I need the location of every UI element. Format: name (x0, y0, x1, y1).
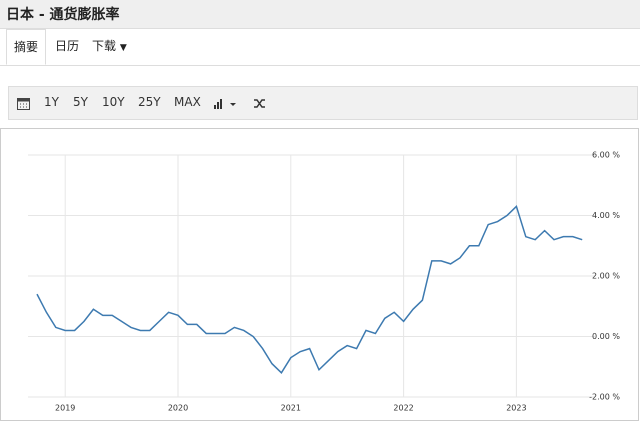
tab-bar: 摘要 日历 下载 ▼ (0, 29, 640, 66)
x-tick-label: 2022 (393, 404, 413, 413)
range-button[interactable]: 25Y (138, 95, 161, 109)
tab[interactable]: 下载 ▼ (92, 39, 127, 53)
x-tick-label: 2023 (506, 404, 526, 413)
calendar-icon[interactable] (17, 97, 30, 110)
tab[interactable]: 摘要 (6, 29, 47, 65)
range-button[interactable]: 5Y (73, 95, 88, 109)
tab[interactable]: 日历 (55, 39, 80, 53)
chart-card (0, 128, 639, 421)
y-tick-label: 6.00 % (592, 151, 620, 160)
title-bar: 日本 - 通货膨胀率 (0, 0, 640, 29)
shuffle-icon[interactable] (253, 97, 267, 110)
y-tick-label: 4.00 % (592, 211, 620, 220)
toolbar: 1Y 5Y 10Y 25Y MAX (8, 86, 638, 120)
chart-type-icon[interactable] (214, 97, 240, 110)
range-button[interactable]: MAX (174, 95, 201, 109)
y-tick-label: -2.00 % (589, 393, 620, 402)
line-series (36, 205, 583, 374)
page-title: 日本 - 通货膨胀率 (6, 7, 120, 23)
x-tick-label: 2021 (281, 404, 301, 413)
y-tick-label: 0.00 % (592, 332, 620, 341)
range-button[interactable]: 1Y (44, 95, 59, 109)
y-tick-label: 2.00 % (592, 272, 620, 281)
x-tick-label: 2020 (168, 404, 188, 413)
x-tick-label: 2019 (55, 404, 75, 413)
range-button[interactable]: 10Y (102, 95, 125, 109)
tab-label: 下载 (92, 39, 117, 53)
